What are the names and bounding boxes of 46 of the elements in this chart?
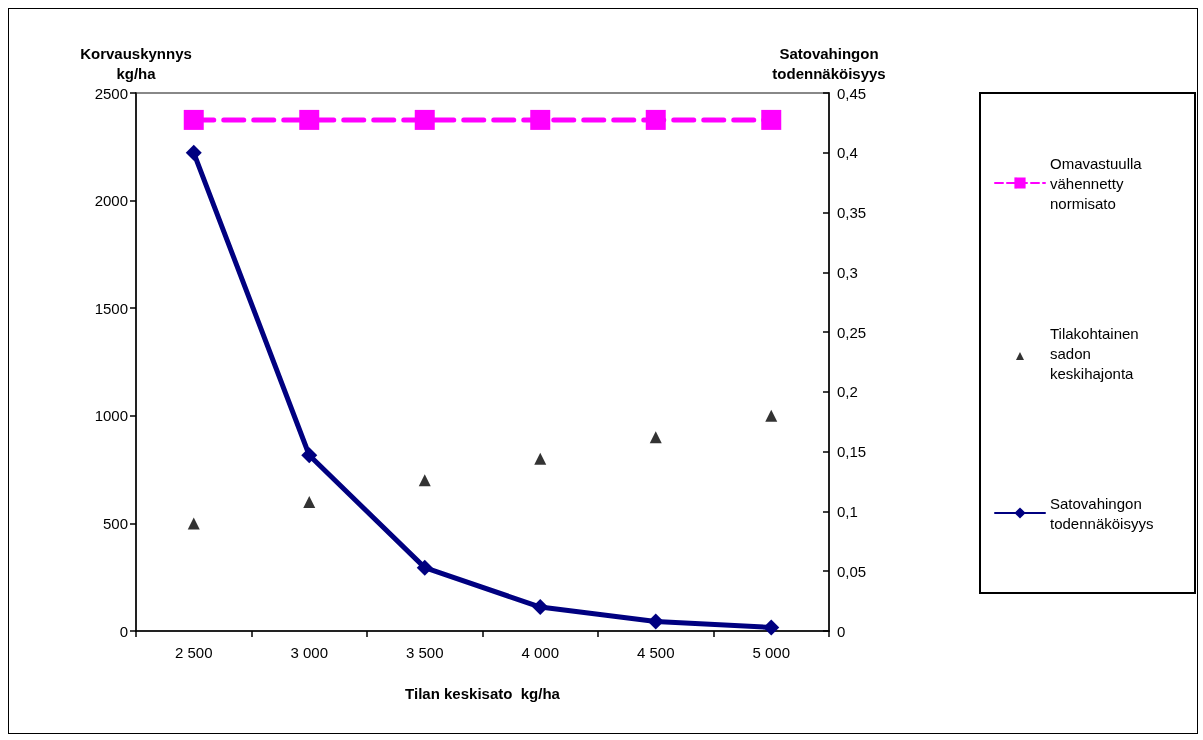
point [645, 109, 666, 130]
y2-tick-label: 0,25 [837, 323, 867, 341]
point [534, 452, 547, 465]
point [765, 409, 778, 422]
point [414, 109, 435, 130]
y-tick-label: 1000 [94, 407, 128, 425]
point [185, 144, 202, 161]
point [418, 474, 431, 487]
y2-axis-title: Satovahingon todennäköisyys [772, 44, 886, 82]
point [416, 559, 433, 576]
y2-tick-label: 0,2 [837, 383, 858, 401]
x-tick-label: 3 500 [405, 644, 444, 661]
x-tick-label: 3 000 [290, 644, 329, 661]
point [187, 517, 200, 530]
x-tick-label: 4 500 [636, 644, 675, 661]
point [183, 109, 204, 130]
point [301, 447, 318, 464]
y2-tick-label: 0,15 [837, 443, 867, 461]
point [532, 599, 549, 616]
y2-tick-label: 0,05 [837, 562, 867, 580]
point [303, 495, 316, 508]
y2-tick-label: 0,3 [837, 263, 858, 281]
legend-label: Omavastuulla vähennetty normisato [1050, 154, 1146, 212]
legend-label: Satovahingon todennäköisyys [1050, 494, 1154, 532]
y-tick-label: 1500 [94, 299, 128, 317]
y-tick-label: 2000 [94, 192, 128, 210]
x-tick-label: 5 000 [752, 644, 791, 661]
point [299, 109, 320, 130]
y2-tick-label: 0 [837, 622, 846, 640]
y2-tick-label: 0,45 [837, 84, 867, 102]
x-axis-title: Tilan keskisato kg/ha [405, 685, 561, 702]
y2-tick-label: 0,1 [837, 502, 858, 520]
x-tick-label: 4 000 [521, 644, 560, 661]
point [649, 431, 662, 444]
y-tick-label: 500 [102, 514, 128, 532]
y-tick-label: 2500 [94, 84, 128, 102]
point [763, 619, 780, 636]
point [647, 613, 664, 630]
legend-label: Tilakohtainen sadon keskihajonta [1050, 324, 1143, 382]
y2-tick-label: 0,35 [837, 204, 867, 222]
x-tick-label: 2 500 [174, 644, 213, 661]
point [761, 109, 782, 130]
y-tick-label: 0 [119, 622, 128, 640]
y2-tick-label: 0,4 [837, 144, 858, 162]
y-axis-title: Korvauskynnys kg/ha [80, 44, 192, 82]
point [530, 109, 551, 130]
